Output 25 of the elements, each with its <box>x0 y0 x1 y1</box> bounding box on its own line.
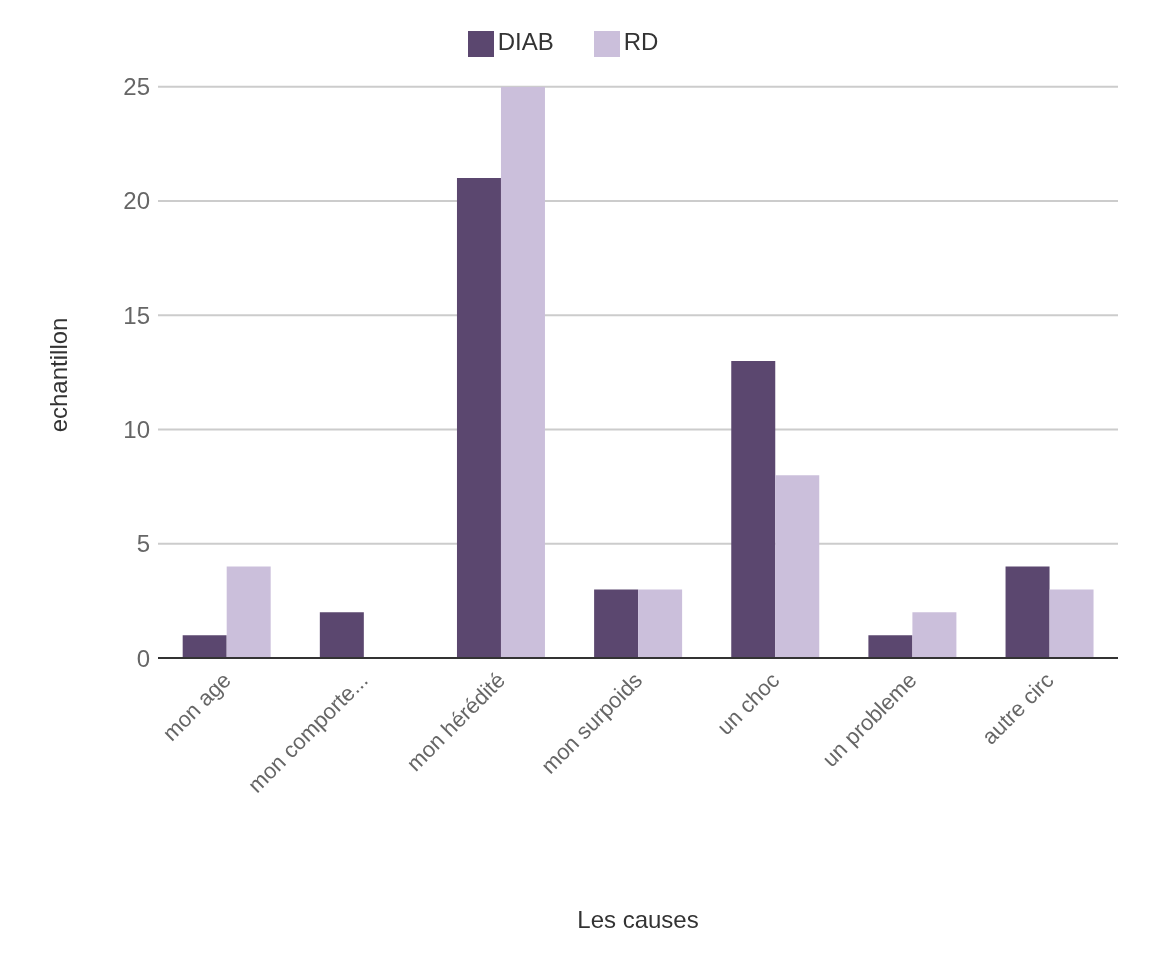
bar <box>319 612 364 658</box>
bar <box>226 566 271 658</box>
x-tick-label: un choc <box>712 667 785 740</box>
bar <box>912 612 957 658</box>
bar <box>1049 589 1094 658</box>
legend-label: RD <box>623 28 659 55</box>
y-tick-label: 0 <box>136 644 150 672</box>
x-tick-label: mon age <box>157 667 236 746</box>
bar <box>594 589 639 658</box>
y-tick-label: 5 <box>136 530 150 558</box>
y-tick-label: 25 <box>123 73 150 101</box>
bar <box>638 589 683 658</box>
legend-label: DIAB <box>497 28 554 55</box>
bar <box>1005 566 1050 658</box>
y-tick-label: 20 <box>123 187 150 215</box>
bar <box>182 635 227 658</box>
bar <box>456 178 501 658</box>
y-tick-label: 10 <box>123 415 150 443</box>
x-axis-title: Les causes <box>577 906 699 933</box>
y-tick-label: 15 <box>123 301 150 329</box>
bar <box>868 635 913 658</box>
bar <box>500 86 545 658</box>
bar <box>775 475 820 658</box>
bar <box>731 360 776 658</box>
y-axis-title: echantillon <box>44 317 72 433</box>
